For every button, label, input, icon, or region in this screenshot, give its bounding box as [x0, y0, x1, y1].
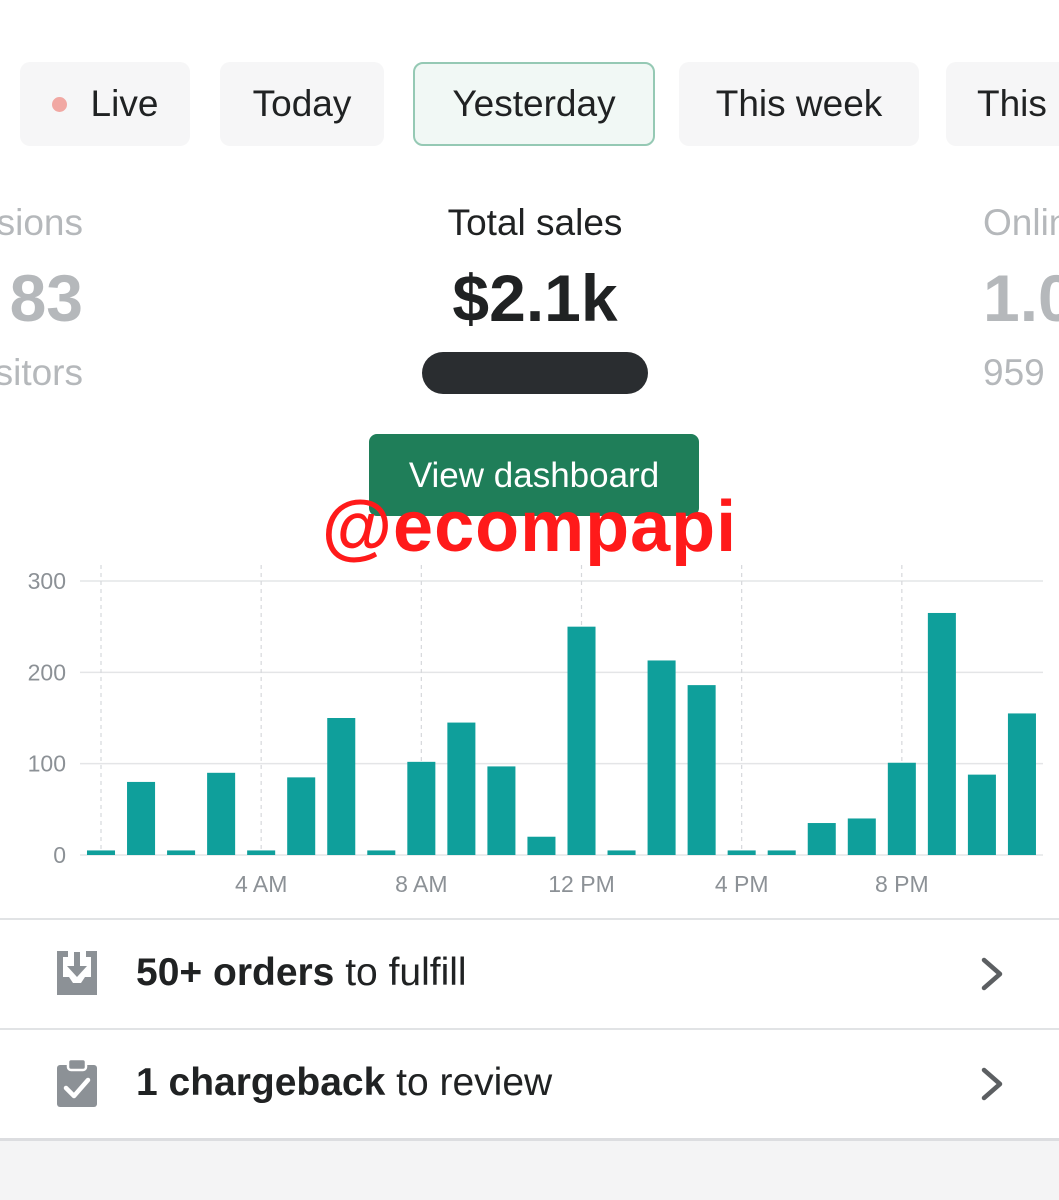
metric-value: 1.0	[983, 261, 1059, 335]
chart-bar	[647, 660, 676, 855]
x-tick-label: 12 PM	[548, 871, 614, 897]
tab-label: Yesterday	[452, 83, 616, 124]
tab-label: Today	[252, 83, 352, 124]
orders-count: 50+ orders	[136, 951, 335, 994]
y-tick-label: 200	[28, 659, 66, 685]
sales-bar-chart: 0 100 200 300 4 AM 8 AM 12 PM 4 PM 8 PM	[28, 565, 1043, 897]
tab-today[interactable]: Today	[220, 62, 384, 146]
live-indicator-icon	[51, 96, 67, 112]
chargeback-count: 1 chargeback	[136, 1061, 386, 1104]
orders-suffix: to fulfill	[334, 951, 467, 994]
chart-bar	[807, 823, 836, 855]
chargeback-to-review-row[interactable]: 1 chargeback to review	[0, 1028, 1059, 1136]
tab-this-week[interactable]: This week	[679, 62, 919, 146]
metric-sessions[interactable]: sions 83 sitors	[0, 196, 83, 400]
metric-subtext: sitors	[0, 352, 83, 393]
chart-bar	[847, 818, 876, 855]
metric-label: Total sales	[447, 202, 623, 243]
clipboard-check-icon	[57, 1058, 97, 1107]
chart-bar	[287, 777, 316, 855]
chart-bar	[447, 722, 476, 855]
chart-bar	[86, 850, 116, 855]
metrics-carousel: sions 83 sitors Total sales $2.1k Onlin …	[0, 196, 1059, 406]
chart-bar	[1007, 713, 1036, 855]
x-tick-label: 4 AM	[235, 871, 287, 897]
chart-bar	[967, 774, 996, 855]
metric-total-sales[interactable]: Total sales $2.1k	[350, 196, 720, 399]
bottom-card-edge	[0, 1138, 1059, 1200]
watermark-text: @ecompapi	[321, 487, 738, 567]
metric-label: sions	[0, 202, 83, 243]
chart-bar	[167, 850, 196, 855]
chart-bar	[327, 718, 356, 855]
metric-subtext: 959	[983, 352, 1045, 393]
orders-to-fulfill-text: 50+ orders to fulfill	[136, 920, 467, 1026]
y-tick-label: 300	[28, 568, 66, 594]
x-tick-label: 4 PM	[715, 871, 769, 897]
chart-bar	[247, 850, 276, 855]
y-tick-label: 0	[53, 842, 66, 868]
chart-bar	[767, 850, 796, 855]
chart-bar	[487, 766, 516, 855]
metric-label: Onlin	[983, 202, 1059, 243]
chargeback-to-review-text: 1 chargeback to review	[136, 1030, 552, 1136]
chart-bar	[527, 836, 556, 855]
chart-bar	[927, 612, 956, 855]
x-tick-label: 8 AM	[395, 871, 447, 897]
metric-online-store[interactable]: Onlin 1.0 959	[983, 196, 1059, 400]
tab-this-month[interactable]: This	[946, 62, 1059, 146]
redacted-bar	[422, 352, 648, 394]
chart-bar	[607, 850, 636, 855]
tab-label: This week	[715, 83, 883, 124]
chevron-right-icon	[981, 957, 1003, 991]
chargeback-suffix: to review	[385, 1061, 553, 1104]
chevron-right-icon	[981, 1067, 1003, 1101]
chart-bar	[567, 626, 596, 855]
chart-bar	[687, 685, 716, 855]
inbox-download-icon	[57, 951, 97, 995]
metric-value: 83	[9, 261, 83, 335]
view-dashboard-button[interactable]: View dashboard	[369, 434, 699, 516]
tab-label: Live	[90, 83, 159, 124]
chart-bar	[207, 772, 236, 855]
chart-bar	[127, 781, 156, 855]
tab-live[interactable]: Live	[20, 62, 190, 146]
tab-label: This	[977, 83, 1047, 124]
metric-value: $2.1k	[452, 261, 618, 335]
x-tick-label: 8 PM	[875, 871, 929, 897]
chart-bar	[727, 850, 756, 855]
y-tick-label: 100	[28, 751, 66, 777]
chart-bar	[367, 850, 396, 855]
chart-bar	[887, 762, 916, 855]
chart-bar	[407, 761, 436, 855]
orders-to-fulfill-row[interactable]: 50+ orders to fulfill	[0, 918, 1059, 1026]
date-range-tabs: Live Today Yesterday This week This	[0, 62, 1059, 148]
tab-yesterday[interactable]: Yesterday	[413, 62, 655, 146]
